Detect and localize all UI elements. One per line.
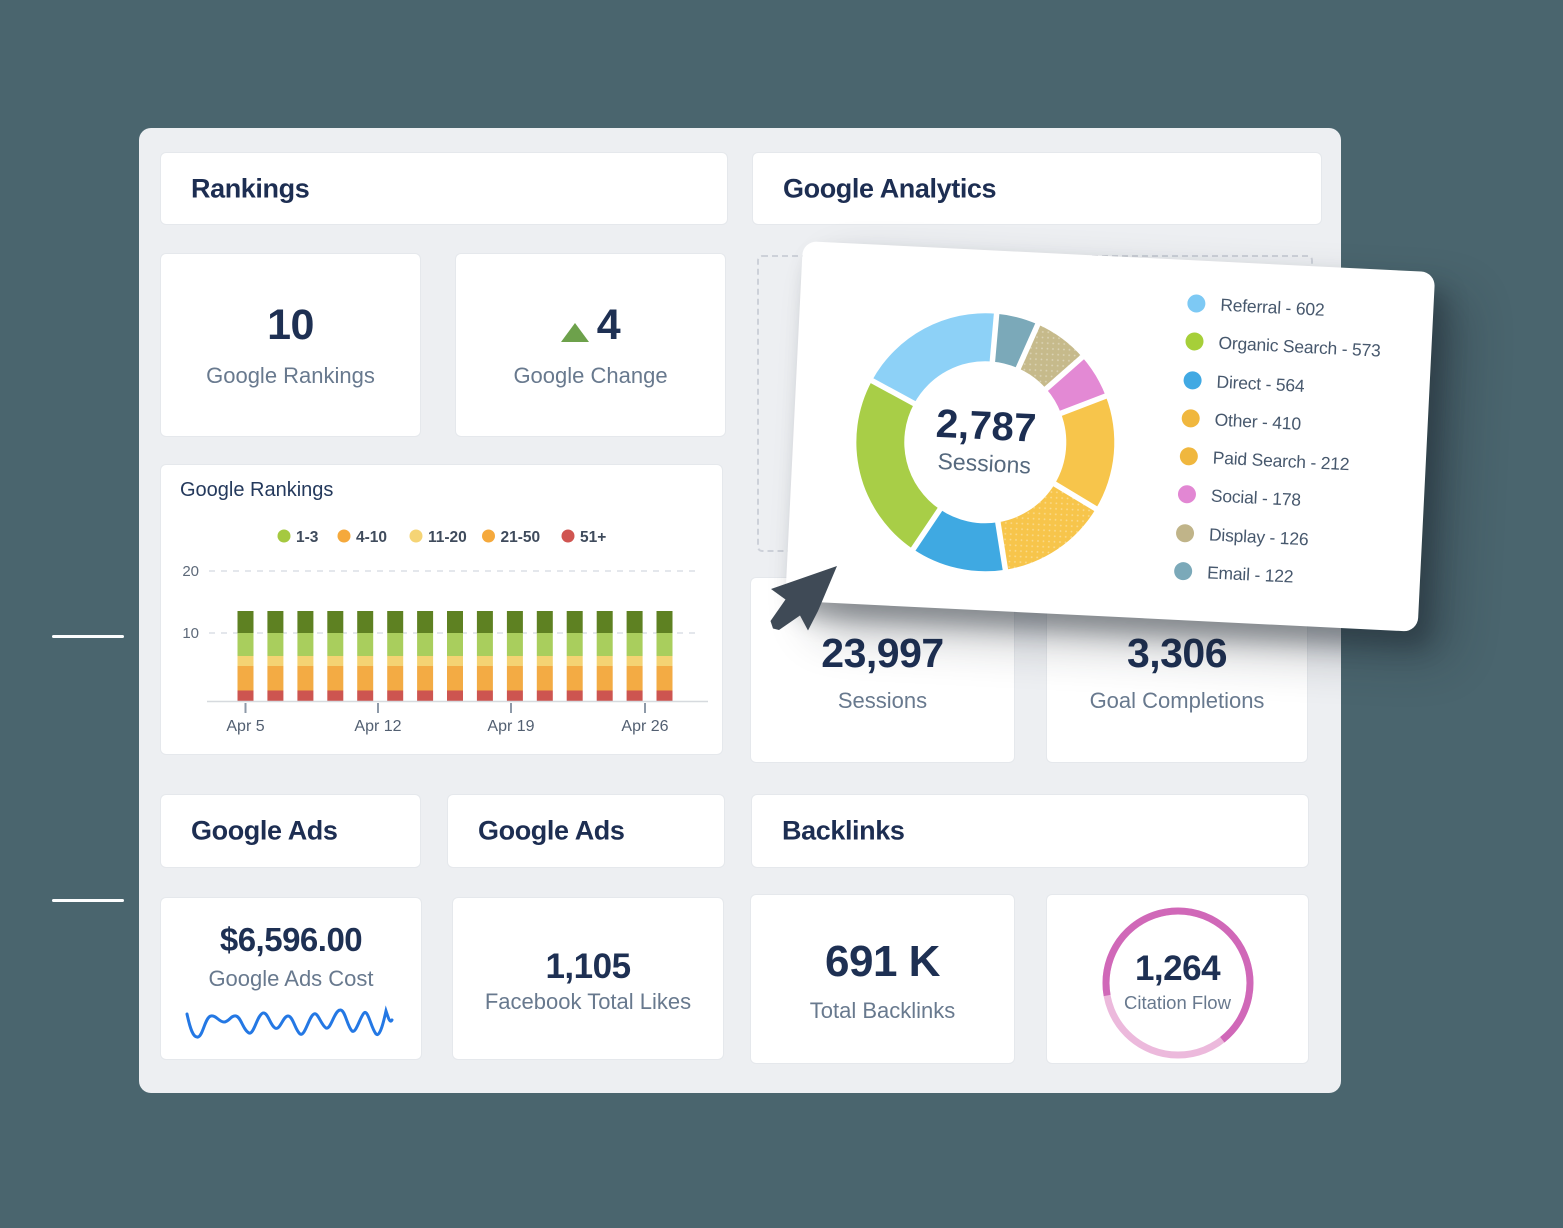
- svg-text:Apr 19: Apr 19: [487, 718, 534, 735]
- svg-text:10: 10: [182, 625, 199, 642]
- svg-text:Apr 5: Apr 5: [226, 718, 264, 735]
- svg-text:11-20: 11-20: [428, 529, 467, 546]
- svg-text:20: 20: [182, 563, 199, 580]
- svg-text:21-50: 21-50: [501, 529, 541, 546]
- svg-text:Apr 26: Apr 26: [621, 718, 668, 735]
- svg-text:4-10: 4-10: [356, 529, 387, 546]
- svg-text:Google Rankings: Google Rankings: [180, 479, 333, 501]
- svg-text:51+: 51+: [580, 529, 606, 546]
- svg-text:Apr 12: Apr 12: [354, 718, 401, 735]
- svg-text:1-3: 1-3: [296, 529, 319, 546]
